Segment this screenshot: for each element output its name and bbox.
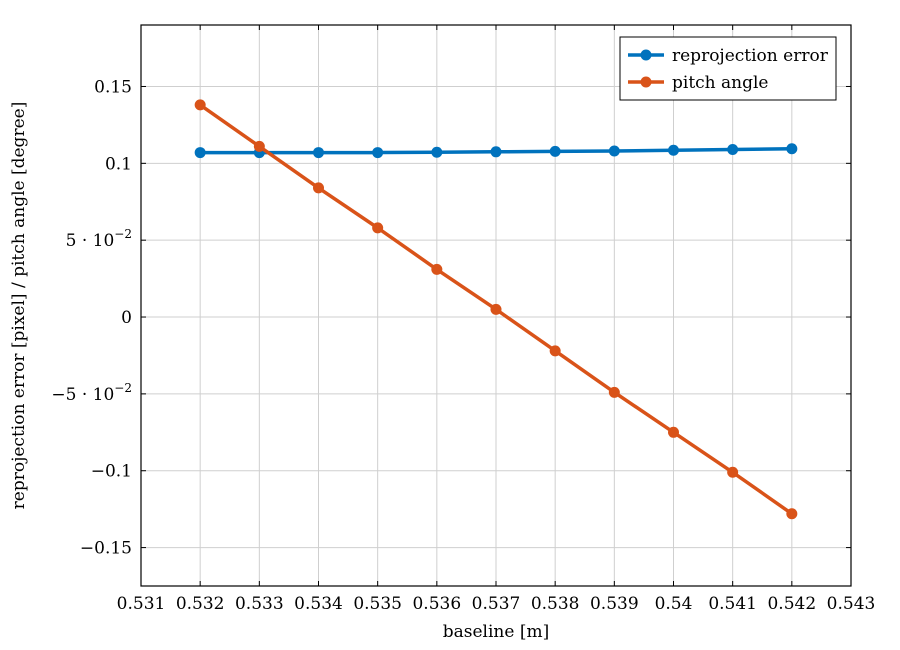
- x-tick-label: 0.542: [767, 594, 816, 614]
- series-layer: [194, 99, 798, 520]
- y-axis-label: reprojection error [pixel] / pitch angle…: [9, 102, 29, 510]
- data-point: [490, 146, 502, 158]
- y-tick-label: −0.1: [91, 462, 132, 482]
- x-tick-label: 0.533: [235, 594, 284, 614]
- y-tick-label: 0.1: [105, 154, 132, 174]
- x-tick-label: 0.543: [827, 594, 876, 614]
- x-axis-label: baseline [m]: [443, 622, 549, 642]
- x-tick-label: 0.54: [655, 594, 693, 614]
- data-point: [313, 182, 324, 194]
- x-tick-label: 0.532: [176, 594, 225, 614]
- data-point: [727, 466, 739, 478]
- y-tick-label: −5 · 10−2: [51, 381, 132, 405]
- legend-box: [619, 36, 837, 101]
- data-point: [668, 144, 679, 156]
- y-tick-label: 0: [121, 308, 132, 328]
- data-point: [668, 426, 679, 438]
- x-tick-label: 0.531: [117, 594, 166, 614]
- data-point: [608, 145, 620, 157]
- data-point: [549, 345, 561, 357]
- series-2: [194, 99, 798, 520]
- legend-label: reprojection error: [672, 46, 829, 66]
- data-point: [194, 147, 206, 159]
- y-tick-label: 0.15: [94, 77, 132, 97]
- x-tick-label: 0.536: [412, 594, 461, 614]
- data-point: [253, 140, 265, 152]
- x-axis: 0.531 0.532 0.533 0.534 0.535 0.536 0.537 0.538…: [117, 25, 876, 614]
- data-point: [194, 99, 206, 111]
- data-point: [431, 146, 443, 158]
- data-point: [372, 147, 384, 159]
- series-1: [194, 143, 798, 159]
- data-point: [431, 263, 443, 275]
- legend-label: pitch angle: [672, 73, 769, 93]
- data-point: [786, 508, 798, 520]
- data-point: [372, 222, 384, 234]
- x-tick-label: 0.537: [472, 594, 521, 614]
- x-tick-label: 0.538: [531, 594, 580, 614]
- legend-item: pitch angle: [628, 73, 769, 93]
- x-tick-label: 0.541: [708, 594, 757, 614]
- y-tick-label: −0.15: [80, 539, 132, 559]
- data-point: [786, 143, 798, 155]
- x-tick-label: 0.539: [590, 594, 639, 614]
- y-axis: −0.15 −0.1 −5 · 10−2 0 5 · 10−2 0.1 0.15: [51, 77, 851, 559]
- legend: reprojection error pitch angle: [619, 36, 837, 101]
- data-point: [490, 303, 502, 315]
- data-point: [727, 143, 739, 155]
- x-tick-label: 0.535: [353, 594, 402, 614]
- legend-item: reprojection error: [628, 46, 829, 66]
- data-point: [313, 147, 324, 159]
- data-point: [608, 386, 620, 398]
- data-point: [549, 145, 561, 157]
- legend-marker: [640, 76, 652, 88]
- x-tick-label: 0.534: [294, 594, 343, 614]
- y-tick-label: 5 · 10−2: [66, 227, 132, 251]
- legend-marker: [640, 49, 652, 61]
